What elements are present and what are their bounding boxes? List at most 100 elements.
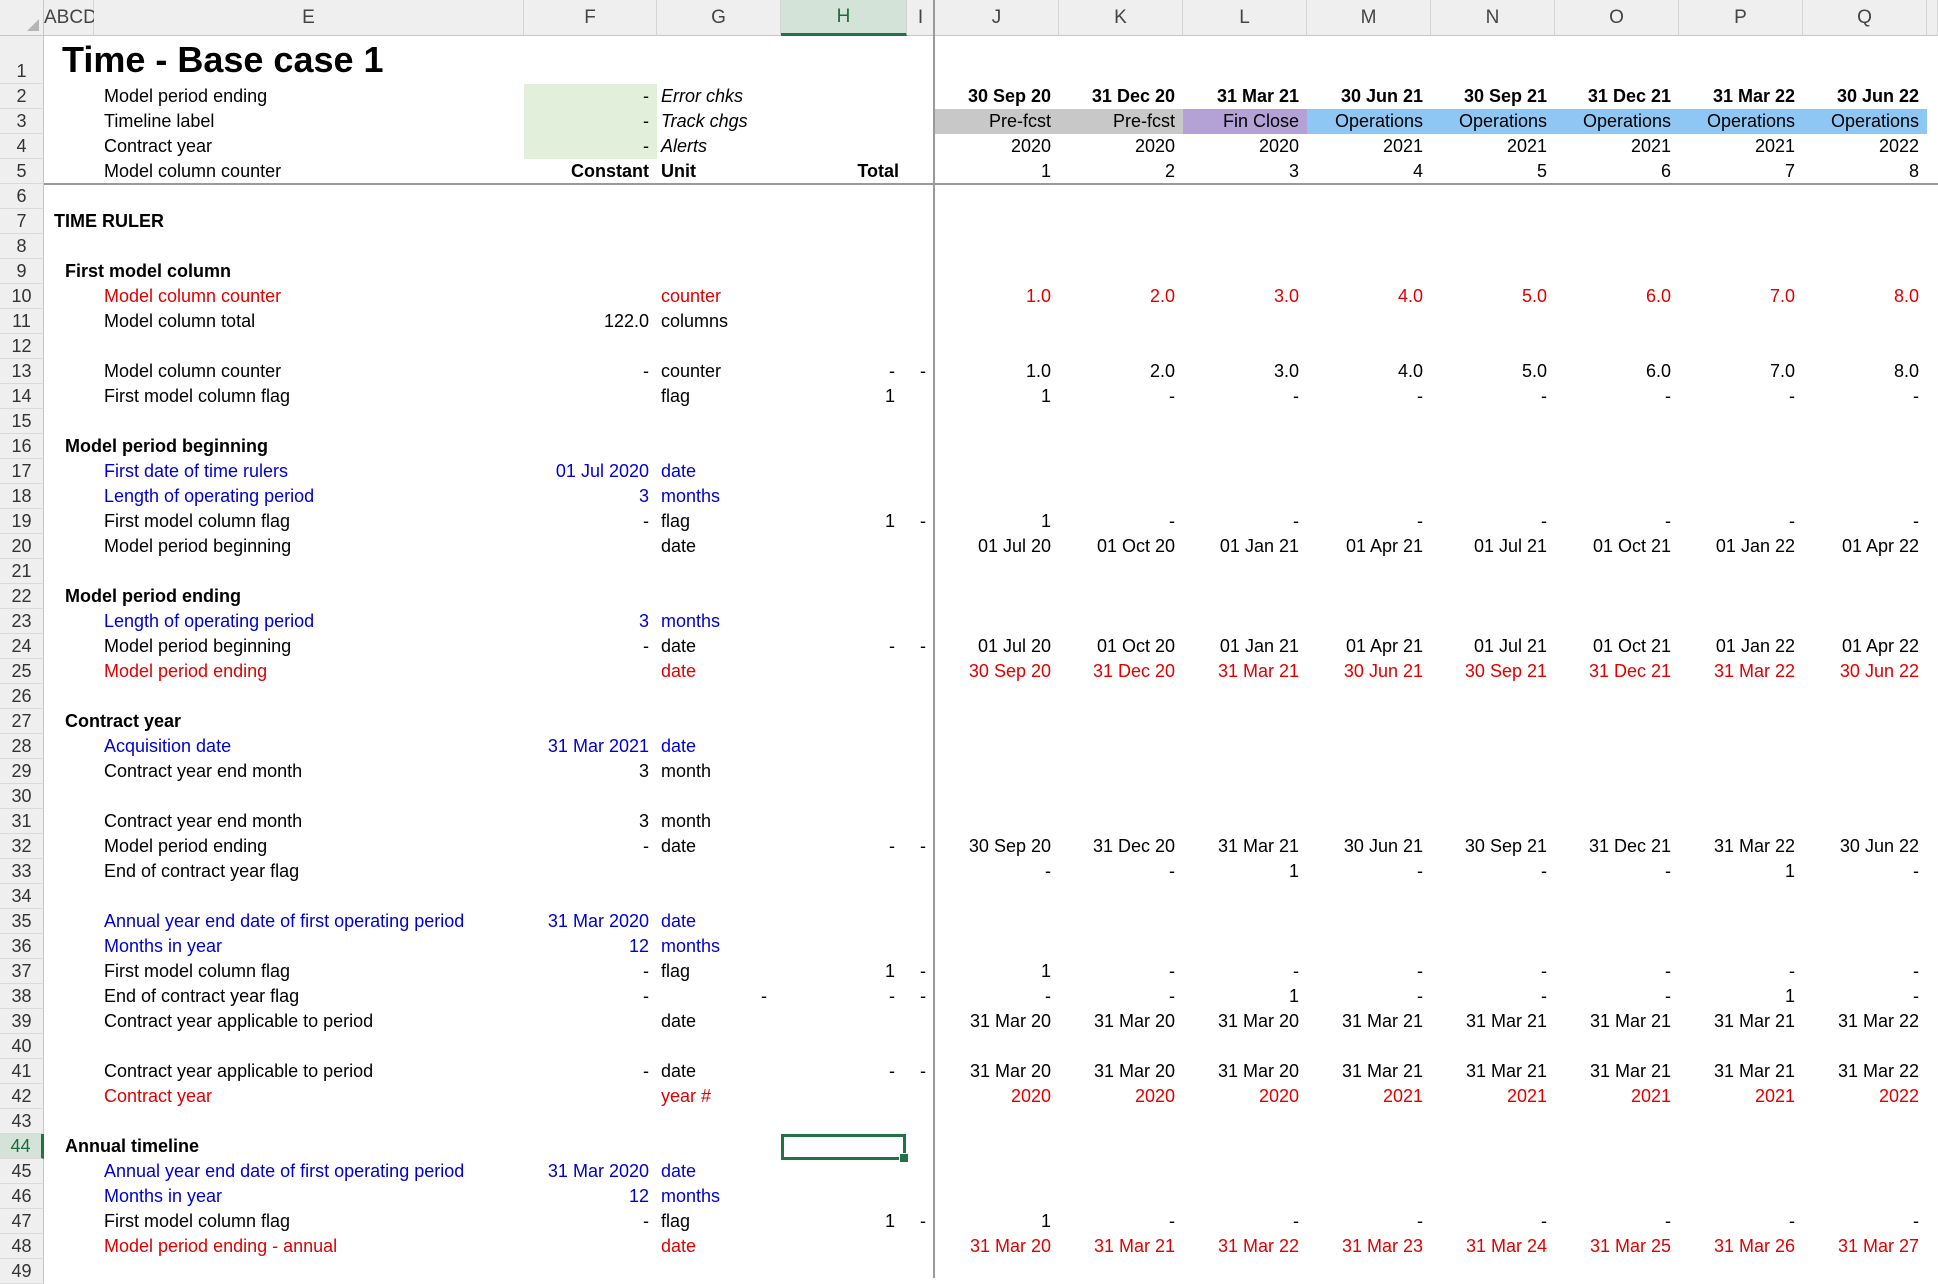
timeline-label-header[interactable]: Pre-fcst: [1112, 111, 1175, 131]
row-label[interactable]: Contract year end month: [104, 811, 303, 831]
column-header-o[interactable]: O: [1555, 0, 1679, 36]
period-value[interactable]: -: [1665, 961, 1671, 981]
check-value[interactable]: -: [920, 1211, 926, 1231]
period-value[interactable]: 8.0: [1893, 361, 1919, 381]
unit-label[interactable]: months: [661, 486, 721, 506]
row-header-4[interactable]: 4: [0, 134, 44, 159]
unit-label[interactable]: date: [661, 1161, 697, 1181]
period-value[interactable]: 2021: [1630, 1086, 1671, 1106]
period-value[interactable]: 7.0: [1769, 286, 1795, 306]
period-value[interactable]: 01 Jan 21: [1219, 536, 1299, 556]
row-header-40[interactable]: 40: [0, 1034, 44, 1059]
period-value[interactable]: -: [1169, 511, 1175, 531]
row-label[interactable]: Model period beginning: [104, 636, 292, 656]
total-column-header[interactable]: Total: [857, 161, 899, 181]
constant-value[interactable]: 122.0: [603, 311, 649, 331]
total-value[interactable]: 1: [884, 511, 895, 531]
unit-label[interactable]: date: [661, 461, 697, 481]
row-label[interactable]: First model column flag: [104, 511, 291, 531]
row-label[interactable]: Model column counter: [104, 286, 282, 306]
period-value[interactable]: -: [1789, 961, 1795, 981]
period-ending-header[interactable]: 31 Mar 21: [1216, 86, 1299, 106]
period-value[interactable]: 30 Jun 22: [1839, 836, 1919, 856]
row-header-15[interactable]: 15: [0, 409, 44, 434]
period-ending-header[interactable]: 30 Sep 21: [1463, 86, 1547, 106]
column-header-k[interactable]: K: [1059, 0, 1183, 36]
row-header-30[interactable]: 30: [0, 784, 44, 809]
period-value[interactable]: -: [1665, 386, 1671, 406]
row-header-9[interactable]: 9: [0, 259, 44, 284]
contract-year-header[interactable]: 2020: [1134, 136, 1175, 156]
unit-label[interactable]: counter: [661, 361, 722, 381]
column-header-f[interactable]: F: [524, 0, 657, 36]
period-value[interactable]: 3.0: [1273, 361, 1299, 381]
period-value[interactable]: 01 Oct 21: [1592, 536, 1671, 556]
period-value[interactable]: 31 Mar 23: [1341, 1236, 1423, 1256]
header-constant-value[interactable]: -: [643, 136, 649, 156]
row-header-3[interactable]: 3: [0, 109, 44, 134]
row-label[interactable]: Annual year end date of first operating …: [104, 1161, 465, 1181]
period-value[interactable]: 31 Mar 21: [1713, 1011, 1795, 1031]
period-value[interactable]: 01 Apr 21: [1345, 536, 1423, 556]
period-value[interactable]: 1: [1040, 511, 1051, 531]
period-value[interactable]: 2021: [1382, 1086, 1423, 1106]
period-value[interactable]: 2.0: [1149, 361, 1175, 381]
row-header-18[interactable]: 18: [0, 484, 44, 509]
unit-label[interactable]: date: [661, 911, 697, 931]
unit-label[interactable]: flag: [661, 386, 691, 406]
row-label[interactable]: First model column flag: [104, 961, 291, 981]
period-value[interactable]: 2022: [1878, 1086, 1919, 1106]
constant-value[interactable]: 31 Mar 2020: [547, 1161, 649, 1181]
row-header-11[interactable]: 11: [0, 309, 44, 334]
period-value[interactable]: 01 Oct 20: [1096, 536, 1175, 556]
period-value[interactable]: 30 Jun 21: [1343, 661, 1423, 681]
period-value[interactable]: 31 Mar 20: [969, 1011, 1051, 1031]
column-header-q[interactable]: Q: [1803, 0, 1927, 36]
check-value[interactable]: -: [920, 361, 926, 381]
contract-year-header[interactable]: 2020: [1010, 136, 1051, 156]
column-counter-header[interactable]: 1: [1040, 161, 1051, 181]
period-value[interactable]: -: [1789, 1211, 1795, 1231]
row-header-21[interactable]: 21: [0, 559, 44, 584]
column-header-p[interactable]: P: [1679, 0, 1803, 36]
unit-label[interactable]: date: [661, 1061, 697, 1081]
period-value[interactable]: -: [1665, 861, 1671, 881]
row-header-17[interactable]: 17: [0, 459, 44, 484]
row-header-22[interactable]: 22: [0, 584, 44, 609]
row-header-49[interactable]: 49: [0, 1259, 44, 1284]
contract-year-header[interactable]: 2021: [1506, 136, 1547, 156]
total-value[interactable]: -: [889, 836, 895, 856]
period-value[interactable]: 1: [1288, 861, 1299, 881]
total-value[interactable]: 1: [884, 1211, 895, 1231]
total-value[interactable]: 1: [884, 386, 895, 406]
period-value[interactable]: -: [1293, 961, 1299, 981]
period-value[interactable]: 30 Sep 20: [968, 836, 1051, 856]
period-value[interactable]: -: [1789, 511, 1795, 531]
row-header-44[interactable]: 44: [0, 1134, 44, 1159]
row-header-12[interactable]: 12: [0, 334, 44, 359]
row-header-32[interactable]: 32: [0, 834, 44, 859]
period-value[interactable]: 31 Mar 21: [1465, 1061, 1547, 1081]
row-header-20[interactable]: 20: [0, 534, 44, 559]
period-value[interactable]: 01 Jul 20: [977, 636, 1051, 656]
period-value[interactable]: -: [1913, 511, 1919, 531]
period-value[interactable]: -: [1789, 386, 1795, 406]
unit-label[interactable]: date: [661, 536, 697, 556]
constant-value[interactable]: 31 Mar 2021: [547, 736, 649, 756]
constant-value[interactable]: 3: [638, 761, 649, 781]
column-header-j[interactable]: J: [935, 0, 1059, 36]
period-value[interactable]: -: [1541, 386, 1547, 406]
period-value[interactable]: -: [1169, 861, 1175, 881]
header-constant-value[interactable]: -: [643, 86, 649, 106]
period-value[interactable]: 01 Jul 20: [977, 536, 1051, 556]
period-value[interactable]: 31 Mar 20: [1093, 1061, 1175, 1081]
period-value[interactable]: -: [1541, 861, 1547, 881]
timeline-label-header[interactable]: Operations: [1334, 111, 1423, 131]
check-value[interactable]: -: [920, 1061, 926, 1081]
column-counter-header[interactable]: 8: [1908, 161, 1919, 181]
period-value[interactable]: 1.0: [1025, 286, 1051, 306]
row-header-26[interactable]: 26: [0, 684, 44, 709]
period-value[interactable]: 01 Apr 21: [1345, 636, 1423, 656]
period-value[interactable]: 1: [1040, 386, 1051, 406]
constant-value[interactable]: -: [643, 636, 649, 656]
